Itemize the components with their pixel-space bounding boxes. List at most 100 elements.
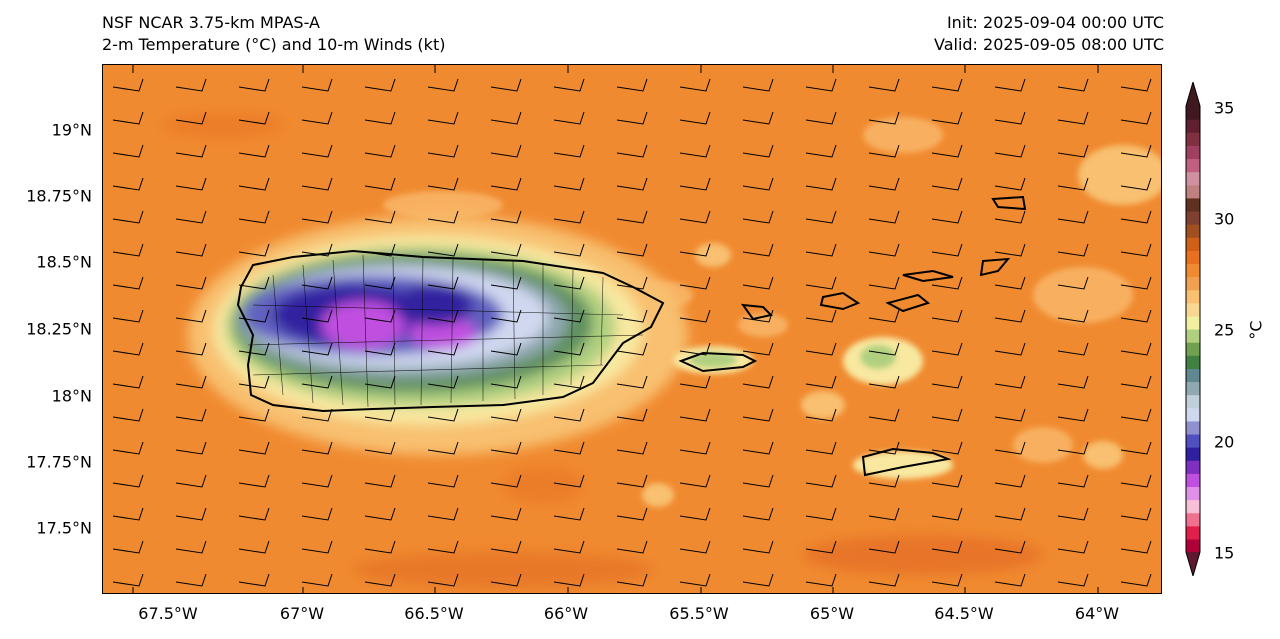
wind-barb [868,408,900,422]
wind-barb [931,78,963,92]
wind-barb [490,309,522,323]
wind-barb [931,540,963,554]
wind-barb [742,78,774,92]
wind-barb [1057,540,1089,554]
colorbar-segment [1186,473,1200,488]
wind-barb [175,573,207,587]
wind-barb [553,342,585,356]
wind-barb [616,573,648,587]
colorbar-segment [1186,184,1200,199]
wind-barb [994,573,1026,587]
colorbar-segment [1186,460,1200,474]
wind-barb [175,507,207,521]
wind-barb [868,309,900,323]
wind-barb [175,309,207,323]
wind-barb [805,243,837,257]
wind-barb [994,111,1026,125]
wind-barb [553,474,585,488]
wind-barb [679,573,711,587]
colorbar-segment [1186,447,1200,461]
coastlines [236,195,1027,477]
wind-barb [490,474,522,488]
wind-barb [1057,474,1089,488]
wind-barb [805,408,837,422]
wind-barb [175,144,207,158]
wind-barb [679,276,711,290]
wind-barb [175,375,207,389]
wind-barb [301,540,333,554]
wind-barb [742,441,774,455]
wind-barb [616,177,648,191]
colorbar-segment [1186,145,1200,160]
wind-barb [427,111,459,125]
colorbar-segment [1186,237,1200,251]
wind-barb [868,144,900,158]
wind-barb [364,573,396,587]
colorbar-segment [1186,119,1200,133]
wind-barb [175,342,207,356]
wind-barb [679,210,711,224]
wind-barb [742,573,774,587]
wind-barb [679,540,711,554]
colorbar-segment [1186,276,1200,291]
wind-barb [931,342,963,356]
wind-barb [1120,210,1152,224]
wind-barb [742,309,774,323]
wind-barb [238,177,270,191]
wind-barb [679,243,711,257]
lon-tick-65-5: 65.5°W [669,604,729,623]
wind-barb [616,210,648,224]
wind-barb [679,342,711,356]
colorbar-segment [1186,315,1200,330]
wind-barb [994,177,1026,191]
wind-barb [616,309,648,323]
wind-barb [175,441,207,455]
wind-barb [427,309,459,323]
wind-barb [994,375,1026,389]
wind-barb [301,177,333,191]
wind-barb [112,243,144,257]
wind-barb [175,177,207,191]
wind-barb [742,177,774,191]
colorbar-segment [1186,355,1200,369]
wind-barb [805,210,837,224]
colorbar-segment [1186,329,1200,343]
wind-barb [868,177,900,191]
wind-barb [112,111,144,125]
wind-barb [616,144,648,158]
wind-barb [994,243,1026,257]
wind-barb [805,144,837,158]
wind-barb [679,177,711,191]
wind-barb [364,210,396,224]
wind-barb [994,408,1026,422]
wind-barb [490,573,522,587]
wind-barb [301,342,333,356]
wind-barb [112,78,144,92]
wind-barb [238,408,270,422]
wind-barb [427,78,459,92]
wind-barb [490,441,522,455]
wind-barb [1057,243,1089,257]
colorbar-segment [1186,224,1200,238]
wind-barb [175,408,207,422]
lat-tick-17-75: 17.75°N [26,452,92,472]
wind-barb [553,408,585,422]
wind-barb [805,342,837,356]
wind-barb [427,507,459,521]
wind-barb [868,507,900,521]
wind-barb [427,276,459,290]
wind-barb [805,474,837,488]
wind-barb [742,375,774,389]
wind-barb [742,408,774,422]
wind-barb [301,441,333,455]
wind-barb [868,474,900,488]
cool-darker-patches [163,113,1043,588]
wind-barb [238,507,270,521]
wind-barb [301,78,333,92]
colorbar-tick-20: 20 [1214,432,1235,452]
wind-barb [931,441,963,455]
wind-barb [994,342,1026,356]
wind-barb [1120,507,1152,521]
wind-barb [490,243,522,257]
wind-barb [994,210,1026,224]
